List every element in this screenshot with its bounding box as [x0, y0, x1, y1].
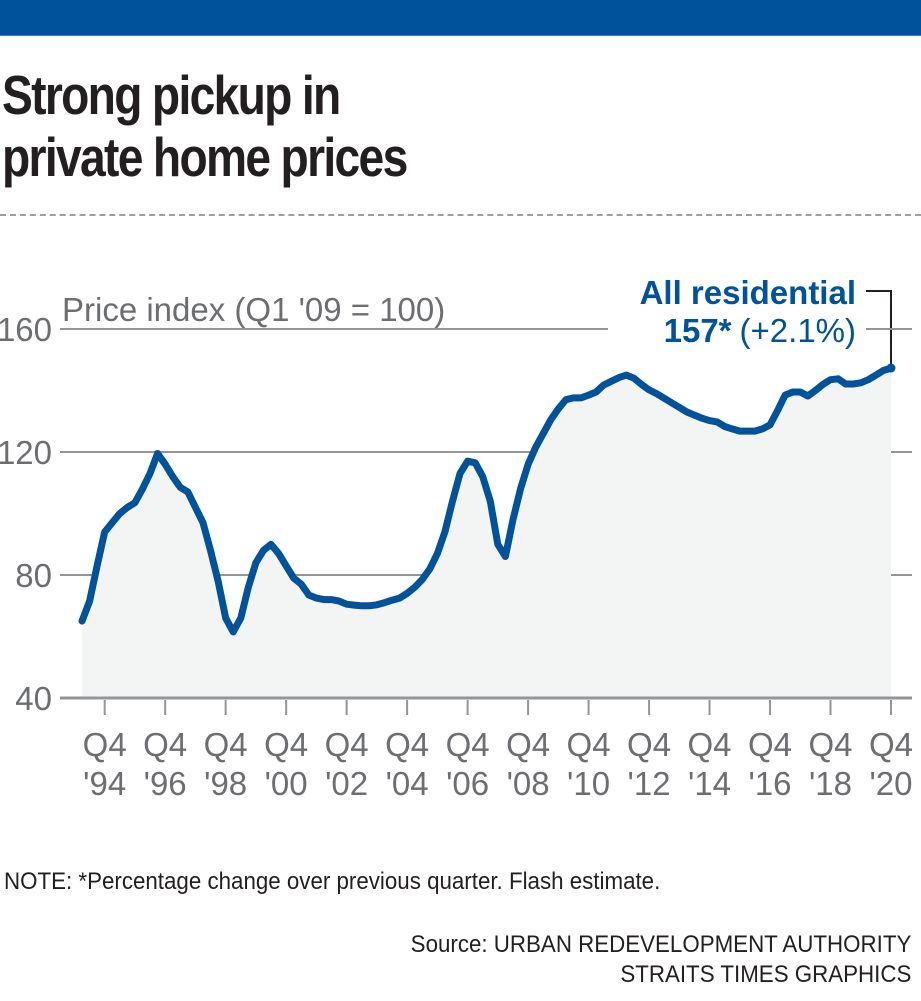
x-tick-label-year: '00	[265, 765, 308, 802]
title-divider	[0, 214, 921, 216]
annotation-backdrop	[612, 314, 868, 354]
footnote: NOTE: *Percentage change over previous q…	[4, 868, 661, 895]
line-chart: 40 80 120 160 Price index (Q1 '09 = 100) Q4…	[0, 274, 913, 802]
y-tick-label: 120	[0, 434, 52, 471]
x-axis-labels: Q4'94Q4'96Q4'98Q4'00Q4'02Q4'04Q4'06Q4'08…	[83, 726, 913, 802]
x-tick-label-quarter: Q4	[385, 726, 429, 763]
annotation-value-line: 157* (+2.1%)	[664, 312, 856, 349]
x-axis-ticks	[103, 700, 892, 715]
x-tick-label-year: '12	[628, 765, 671, 802]
x-tick-label-year: '14	[688, 765, 731, 802]
x-tick-label-quarter: Q4	[869, 726, 913, 763]
x-tick-label-year: '06	[446, 765, 489, 802]
source-line-1: Source: URBAN REDEVELOPMENT AUTHORITY	[410, 931, 911, 958]
x-tick-label-quarter: Q4	[264, 726, 308, 763]
y-axis-title: Price index (Q1 '09 = 100)	[62, 291, 445, 328]
x-tick-label-year: '18	[809, 765, 852, 802]
x-tick-label-year: '94	[83, 765, 126, 802]
brand-header-bar	[0, 0, 921, 35]
x-tick-label-quarter: Q4	[204, 726, 248, 763]
x-tick-label-year: '04	[386, 765, 429, 802]
x-tick-label-quarter: Q4	[446, 726, 490, 763]
x-tick-label-year: '10	[567, 765, 610, 802]
x-tick-label-year: '96	[144, 765, 187, 802]
annotation-leader-line	[866, 290, 892, 369]
x-tick-label-quarter: Q4	[567, 726, 611, 763]
annotation-series-name: All residential	[640, 274, 856, 311]
chart-title-line-2: private home prices	[2, 126, 408, 188]
series-annotation: All residential 157* (+2.1%)	[612, 274, 912, 373]
x-tick-label-quarter: Q4	[808, 726, 852, 763]
brand-header-bar-edge	[0, 35, 921, 36]
annotation-value: 157*	[664, 312, 732, 349]
chart-title: Strong pickup in private home prices	[2, 64, 408, 188]
source-line-2: STRAITS TIMES GRAPHICS	[619, 961, 911, 988]
x-tick-label-year: '20	[869, 765, 912, 802]
x-tick-label-quarter: Q4	[506, 726, 550, 763]
x-tick-label-year: '02	[325, 765, 368, 802]
x-tick-label-quarter: Q4	[748, 726, 792, 763]
source-credit: Source: URBAN REDEVELOPMENT AUTHORITY ST…	[410, 930, 911, 990]
x-tick-label-quarter: Q4	[688, 726, 732, 763]
series-endpoint-dot	[886, 363, 896, 373]
x-tick-label-quarter: Q4	[83, 726, 127, 763]
y-tick-label: 80	[15, 557, 52, 594]
area-fill	[82, 368, 891, 698]
x-tick-label-quarter: Q4	[143, 726, 187, 763]
annotation-change: (+2.1%)	[740, 312, 856, 349]
y-tick-label: 40	[15, 680, 52, 717]
x-tick-label-year: '16	[749, 765, 792, 802]
x-tick-label-quarter: Q4	[325, 726, 369, 763]
x-tick-label-year: '08	[507, 765, 550, 802]
y-tick-label: 160	[0, 311, 52, 348]
series-line-all-residential	[78, 364, 895, 636]
x-tick-label-year: '98	[204, 765, 247, 802]
x-tick-label-quarter: Q4	[627, 726, 671, 763]
y-axis-labels: 40 80 120 160	[0, 311, 52, 717]
chart-title-line-1: Strong pickup in	[2, 64, 341, 126]
